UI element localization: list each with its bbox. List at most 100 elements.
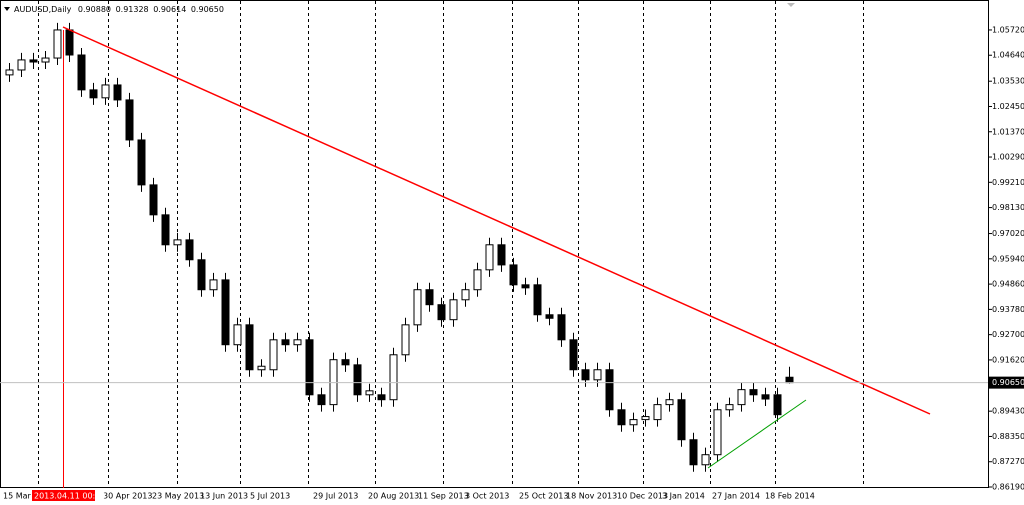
- candle-body: [353, 364, 362, 396]
- x-tick-label: 13 Jun 2013: [200, 492, 248, 501]
- candle-body: [521, 284, 530, 289]
- header-text: AUDUSD,Daily 0.90880 0.91328 0.90614 0.9…: [14, 5, 224, 14]
- header-arrow: [4, 7, 10, 11]
- candle-body: [533, 284, 542, 316]
- candle-body: [653, 404, 662, 421]
- trend-line: [62, 26, 931, 415]
- candle-body: [113, 84, 122, 101]
- candle-body: [617, 409, 626, 426]
- candle-body: [749, 389, 758, 396]
- y-tick-label: 0.97020: [992, 229, 1024, 238]
- candle-body: [413, 289, 422, 326]
- candle-body: [701, 454, 710, 466]
- x-tick-label: 20 Aug 2013: [368, 492, 419, 501]
- candle-body: [509, 264, 518, 286]
- candle-body: [401, 324, 410, 356]
- candle-body: [461, 289, 470, 301]
- candle-body: [713, 409, 722, 456]
- candle-body: [581, 369, 590, 381]
- candle-body: [641, 416, 650, 421]
- y-tick-label: 0.99210: [992, 178, 1024, 187]
- y-tick-label: 1.02450: [992, 102, 1024, 111]
- candle-body: [101, 84, 110, 99]
- shift-marker: [787, 3, 795, 7]
- close: 0.90650: [191, 5, 224, 14]
- candle-body: [293, 339, 302, 346]
- candle-body: [593, 369, 602, 381]
- candle-body: [281, 339, 290, 346]
- candle-body: [773, 394, 782, 416]
- current-price-label: 0.90650: [992, 378, 1024, 387]
- candle-body: [605, 369, 614, 411]
- candle-body: [449, 299, 458, 321]
- candle-body: [473, 269, 482, 291]
- candle-body: [665, 399, 674, 406]
- candle-body: [173, 239, 182, 246]
- candle-body: [185, 239, 194, 261]
- candle-body: [77, 54, 86, 91]
- candle-body: [389, 354, 398, 401]
- current-price-box: [989, 376, 1024, 389]
- high: 0.91328: [116, 5, 149, 14]
- candle-body: [65, 29, 74, 56]
- x-tick-label: 5 Jul 2013: [250, 492, 290, 501]
- y-tick-label: 0.92700: [992, 330, 1024, 339]
- candle-body: [761, 394, 770, 400]
- candle-body: [725, 404, 734, 411]
- x-tick-label: 27 Jan 2014: [712, 492, 760, 501]
- candle-body: [245, 324, 254, 371]
- candle-body: [125, 99, 134, 141]
- candle-body: [317, 394, 326, 406]
- y-tick-label: 1.04640: [992, 51, 1024, 60]
- candle-body: [89, 89, 98, 99]
- candle-body: [497, 244, 506, 266]
- y-tick-label: 0.88350: [992, 432, 1024, 441]
- candle-body: [197, 259, 206, 291]
- support-line: [707, 399, 807, 469]
- y-tick-label: 0.94860: [992, 280, 1024, 289]
- candle-body: [485, 244, 494, 271]
- open: 0.90880: [78, 5, 111, 14]
- y-tick-label: 1.01370: [992, 127, 1024, 136]
- candle-body: [545, 314, 554, 319]
- low: 0.90614: [153, 5, 186, 14]
- candle-body: [737, 389, 746, 406]
- plot-frame: [0, 0, 989, 488]
- x-tick-label: 3 Oct 2013: [465, 492, 509, 501]
- candle-body: [5, 69, 14, 76]
- y-tick-label: 1.00290: [992, 153, 1024, 162]
- candle-body: [161, 214, 170, 246]
- candle-body: [41, 57, 50, 63]
- x-tick-label: 3 Jan 2014: [662, 492, 705, 501]
- candle-body: [365, 390, 374, 396]
- x-tick-label: 30 Apr 2013: [103, 492, 152, 501]
- header: AUDUSD,Daily 0.90880 0.91328 0.90614 0.9…: [4, 5, 224, 14]
- crosshair-label-box: [32, 490, 95, 501]
- y-tick-label: 0.89430: [992, 407, 1024, 416]
- y-tick-label: 1.05720: [992, 25, 1024, 34]
- candle-body: [233, 324, 242, 346]
- candle-body: [209, 279, 218, 291]
- y-tick-label: 0.98130: [992, 203, 1024, 212]
- candle-body: [269, 339, 278, 371]
- x-tick-label: 25 Oct 2013: [519, 492, 568, 501]
- symbol: AUDUSD,Daily: [14, 5, 72, 14]
- y-tick-label: 0.86190: [992, 483, 1024, 492]
- candle-body: [305, 339, 314, 396]
- x-tick-label: 15 Mar 2013: [3, 492, 54, 501]
- candle-body: [341, 359, 350, 366]
- crosshair-label: 2013.04.11 00:00: [34, 492, 105, 501]
- candle-body: [221, 279, 230, 346]
- candle-body: [629, 419, 638, 426]
- candle-body: [257, 365, 266, 371]
- candle-body: [377, 394, 386, 401]
- candle-body: [689, 439, 698, 466]
- candle-body: [785, 376, 794, 384]
- candle-body: [677, 399, 686, 441]
- candle-body: [137, 139, 146, 186]
- candle-body: [17, 59, 26, 71]
- x-tick-label: 23 May 2013: [152, 492, 204, 501]
- x-tick-label: 10 Dec 2013: [617, 492, 668, 501]
- y-tick-label: 1.03530: [992, 77, 1024, 86]
